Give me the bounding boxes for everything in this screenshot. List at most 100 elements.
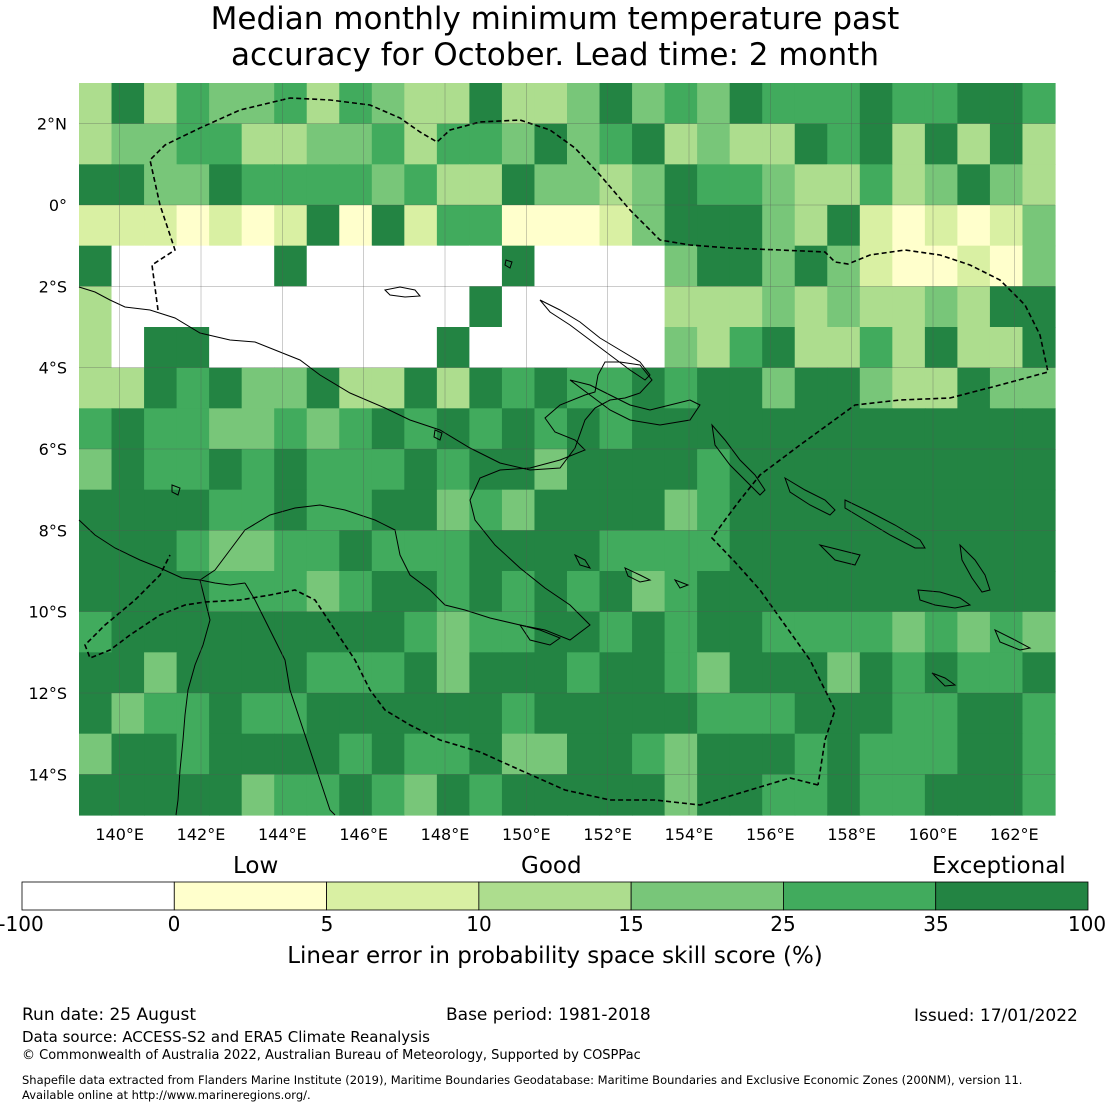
grid-cell <box>957 530 991 572</box>
grid-cell <box>306 733 340 775</box>
grid-cell <box>989 652 1024 694</box>
grid-cell <box>664 489 698 531</box>
grid-cell <box>111 530 145 572</box>
grid-cell <box>664 611 698 653</box>
grid-cell <box>794 571 828 613</box>
grid-cell <box>176 733 210 775</box>
grid-cell <box>632 164 666 206</box>
grid-cell <box>111 733 145 775</box>
grid-cell <box>176 245 210 287</box>
colorbar-segment <box>478 881 632 911</box>
grid-cell <box>306 245 340 287</box>
grid-cell <box>632 286 666 328</box>
x-tick-label: 144°E <box>258 825 307 844</box>
grid-cell <box>339 245 373 287</box>
grid-cell <box>469 530 503 572</box>
grid-cell <box>567 408 601 450</box>
grid-cell <box>697 245 731 287</box>
grid-cell <box>371 408 405 450</box>
grid-cell <box>892 449 926 491</box>
grid-cell <box>209 611 243 653</box>
grid-cell <box>534 286 568 328</box>
grid-cell <box>339 408 373 450</box>
data-source: Data source: ACCESS-S2 and ERA5 Climate … <box>22 1028 430 1046</box>
grid-cell <box>79 652 113 694</box>
grid-cell <box>632 449 666 491</box>
colorbar-tick: 100 <box>1067 912 1107 936</box>
grid-cell <box>79 205 113 247</box>
grid-cell <box>144 408 178 450</box>
grid-cell <box>989 164 1024 206</box>
grid-cell <box>697 286 731 328</box>
grid-cell <box>1022 367 1056 409</box>
grid-cell <box>436 123 470 165</box>
grid-cell <box>209 693 243 735</box>
grid-cell <box>144 733 178 775</box>
y-tick-label: 2°S <box>39 277 67 296</box>
grid-cell <box>241 123 275 165</box>
grid-cell <box>957 83 991 125</box>
grid-cell <box>176 123 210 165</box>
grid-cell <box>79 611 113 653</box>
grid-cell <box>794 123 828 165</box>
grid-cell <box>241 164 275 206</box>
grid-cell <box>176 530 210 572</box>
grid-cell <box>827 571 861 613</box>
grid-cell <box>339 205 373 247</box>
grid-cell <box>371 571 405 613</box>
grid-cell <box>1022 245 1056 287</box>
grid-cell <box>371 164 405 206</box>
grid-cell <box>144 571 178 613</box>
grid-cell <box>469 367 503 409</box>
grid-cell <box>534 733 568 775</box>
grid-cell <box>827 774 861 816</box>
grid-cell <box>567 652 601 694</box>
grid-cell <box>241 205 275 247</box>
grid-cell <box>144 245 178 287</box>
new-guinea-coastline <box>78 286 653 641</box>
grid-cell <box>989 123 1024 165</box>
grid-cell <box>111 164 145 206</box>
grid-cell <box>209 489 243 531</box>
grid-cell <box>794 245 828 287</box>
small-island-3 <box>504 259 513 269</box>
grid-cell <box>241 449 275 491</box>
solomon-new-georgia-coastline <box>818 544 861 566</box>
grid-cell <box>241 693 275 735</box>
grid-cell <box>1022 489 1056 531</box>
colorbar-tick: 25 <box>770 912 796 936</box>
grid-cell <box>989 83 1024 125</box>
grid-cell <box>176 489 210 531</box>
grid-cell <box>632 489 666 531</box>
grid-cell <box>729 123 763 165</box>
grid-cell <box>534 774 568 816</box>
grid-cell <box>274 286 308 328</box>
solomon-malaita-coastline <box>959 543 991 593</box>
grid-cell <box>632 652 666 694</box>
grid-cell <box>859 164 893 206</box>
x-tick-label: 162°E <box>990 825 1039 844</box>
grid-cell <box>469 774 503 816</box>
grid-cell <box>924 530 958 572</box>
shapefile-credit-line-1: Shapefile data extracted from Flanders M… <box>22 1073 1023 1087</box>
grid-cell <box>111 774 145 816</box>
grid-cell <box>892 327 926 369</box>
grid-cell <box>632 327 666 369</box>
grid-cell <box>534 327 568 369</box>
grid-cell <box>209 286 243 328</box>
grid-cell <box>469 571 503 613</box>
grid-cell <box>469 164 503 206</box>
grid-cell <box>501 571 536 613</box>
grid-cell <box>729 205 763 247</box>
grid-cell <box>924 367 958 409</box>
rossel-island-coastline <box>673 578 690 589</box>
grid-cell <box>469 449 503 491</box>
grid-cell <box>762 286 796 328</box>
grid-cell <box>989 205 1024 247</box>
grid-cell <box>79 693 113 735</box>
copyright-notice: © Commonwealth of Australia 2022, Austra… <box>22 1048 641 1063</box>
grid-cell <box>827 327 861 369</box>
grid-cell <box>924 245 958 287</box>
grid-cell <box>534 164 568 206</box>
y-tick-label: 12°S <box>28 684 67 703</box>
